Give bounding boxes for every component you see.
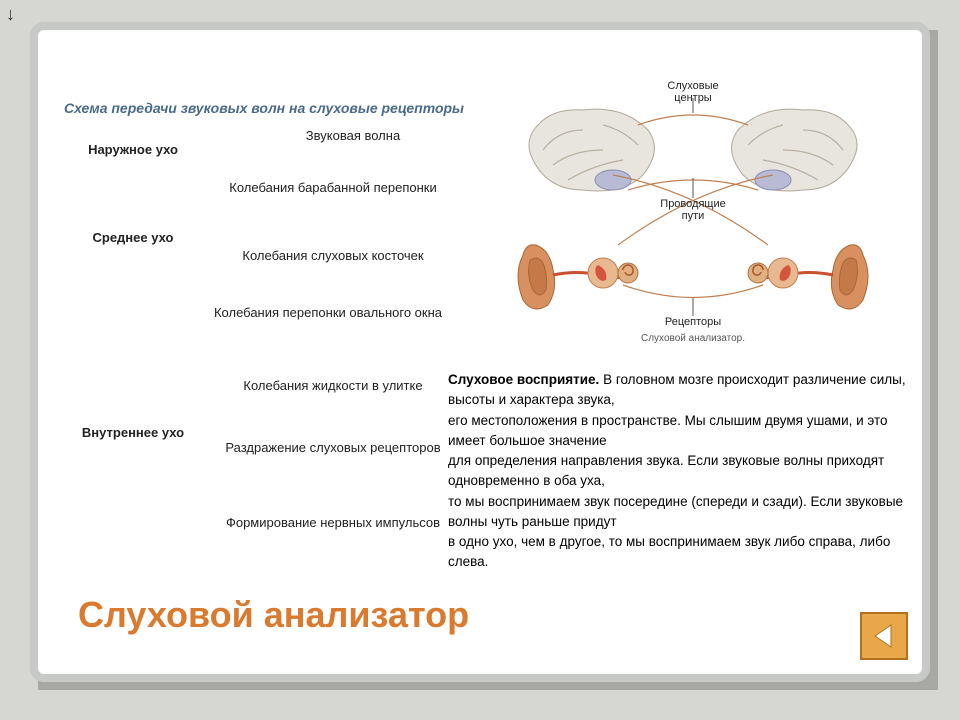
label-pathways: Проводящие пути xyxy=(648,198,738,222)
label-inner-ear: Внутреннее ухо xyxy=(58,425,208,440)
body-line-3: для определения направления звука. Если … xyxy=(448,453,884,488)
label-auditory-centers: Слуховые центры xyxy=(653,80,733,104)
step-5: Колебания жидкости в улитке xyxy=(218,378,448,393)
main-title: Слуховой анализатор xyxy=(78,594,469,636)
body-line-5: в одно ухо, чем в другое, то мы восприни… xyxy=(448,534,890,569)
step-1: Звуковая волна xyxy=(238,128,468,143)
brain-left-icon xyxy=(513,100,663,200)
diagram-caption: Слуховой анализатор. xyxy=(483,333,903,344)
label-middle-ear: Среднее ухо xyxy=(58,230,208,245)
label-receptors: Рецепторы xyxy=(658,316,728,328)
prev-slide-button[interactable] xyxy=(860,612,908,660)
step-4: Колебания перепонки овального окна xyxy=(213,305,443,320)
ear-right-icon xyxy=(738,225,878,315)
body-paragraph: Слуховое восприятие. В головном мозге пр… xyxy=(448,370,913,573)
body-heading: Слуховое восприятие. xyxy=(448,372,599,387)
slide-frame: Схема передачи звуковых волн на слуховые… xyxy=(30,22,930,682)
body-line-4: то мы воспринимаем звук посередине (спер… xyxy=(448,494,903,529)
analyzer-diagram: Слуховые центры Проводящие пути Рецептор… xyxy=(483,70,903,350)
step-7: Формирование нервных импульсов xyxy=(218,515,448,530)
label-outer-ear: Наружное ухо xyxy=(58,142,208,157)
schema-title: Схема передачи звуковых волн на слуховые… xyxy=(64,100,464,116)
page-arrow-icon: ↓ xyxy=(6,4,15,25)
step-3: Колебания слуховых косточек xyxy=(218,248,448,263)
ear-left-icon xyxy=(508,225,648,315)
body-line-2: его местоположения в пространстве. Мы сл… xyxy=(448,413,888,448)
brain-right-icon xyxy=(723,100,873,200)
triangle-left-icon xyxy=(869,621,899,651)
step-6: Раздражение слуховых рецепторов xyxy=(218,440,448,455)
step-2: Колебания барабанной перепонки xyxy=(218,180,448,195)
